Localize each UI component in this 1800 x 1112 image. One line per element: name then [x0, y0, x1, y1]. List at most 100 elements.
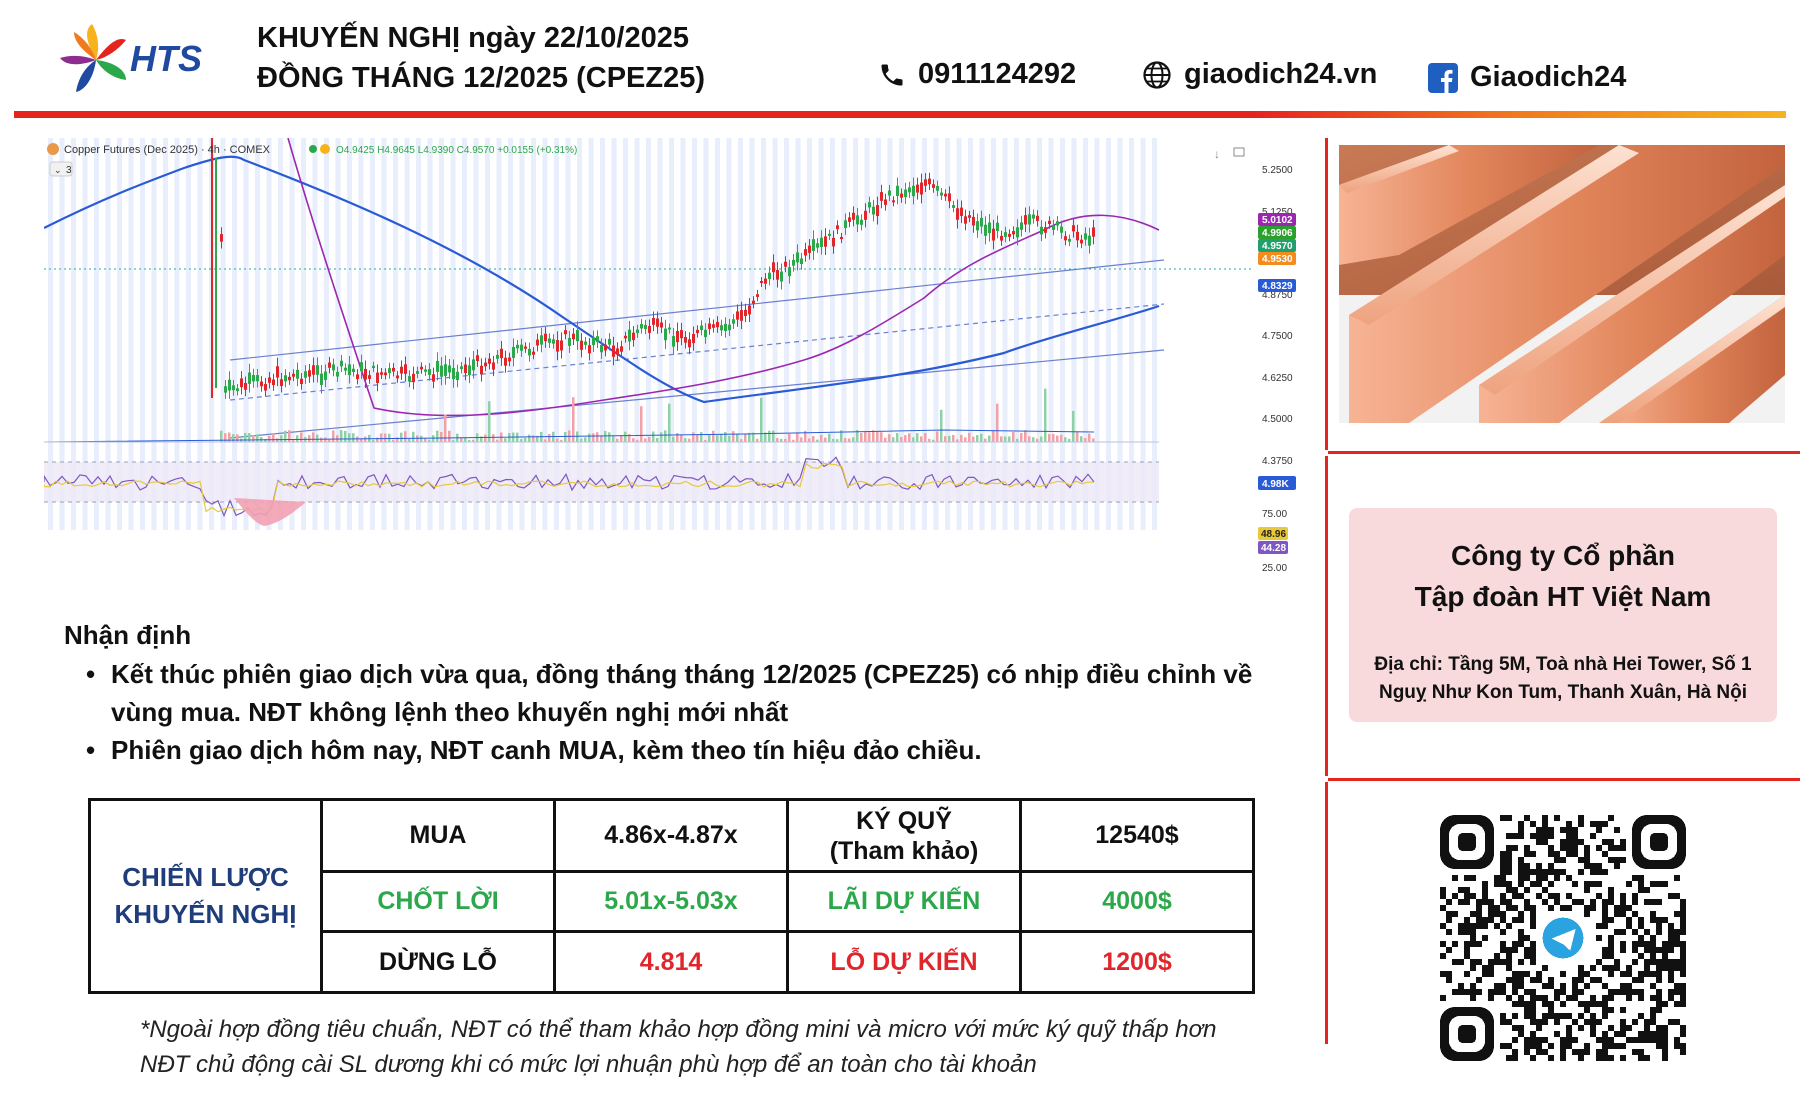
candle-body	[844, 220, 847, 229]
volume-bar	[296, 435, 299, 442]
qr-module	[1668, 971, 1674, 977]
qr-module	[1500, 1043, 1506, 1049]
session-stripe	[772, 138, 778, 530]
facebook-contact[interactable]: Giaodich24	[1428, 61, 1626, 94]
qr-module	[1554, 1031, 1560, 1037]
volume-bar	[436, 430, 439, 442]
volume-bar	[424, 438, 427, 442]
qr-module	[1512, 971, 1518, 977]
session-stripe	[956, 138, 962, 530]
qr-module	[1662, 965, 1668, 971]
volume-bar	[644, 438, 647, 442]
margin-label: KÝ QUỸ	[856, 806, 952, 835]
qr-module	[1674, 941, 1680, 947]
qr-module	[1536, 977, 1542, 983]
volume-bar	[616, 438, 619, 442]
price-chart[interactable]: Copper Futures (Dec 2025) · 4h · COMEX O…	[43, 137, 1306, 593]
stop-loss-value: 4.814	[553, 930, 789, 994]
strategy-table: CHIẾN LƯỢC KHUYẾN NGHỊ MUA 4.86x-4.87x K…	[88, 798, 1255, 994]
session-stripe	[531, 138, 536, 530]
candle-body	[556, 340, 559, 352]
qr-module	[1578, 965, 1584, 971]
qr-module	[1638, 1055, 1644, 1061]
qr-module	[1512, 905, 1518, 911]
session-stripe	[416, 138, 421, 530]
candle-body	[808, 245, 811, 253]
volume-bar	[744, 433, 747, 442]
qr-module	[1596, 1049, 1602, 1055]
qr-module	[1500, 983, 1506, 989]
volume-bar	[320, 437, 323, 442]
candle-body	[1028, 214, 1031, 225]
qr-module	[1578, 857, 1584, 863]
qr-module	[1524, 1043, 1530, 1049]
qr-module	[1536, 875, 1542, 881]
volume-bar	[1092, 438, 1095, 442]
session-stripe	[140, 138, 145, 530]
price-badge: 4.8329	[1262, 281, 1293, 292]
volume-bar	[1048, 434, 1051, 442]
qr-module	[1656, 971, 1662, 977]
qr-module	[1518, 1001, 1524, 1007]
qr-module	[1518, 863, 1524, 869]
volume-bar	[936, 431, 939, 442]
candle-body	[392, 367, 395, 372]
qr-module	[1458, 887, 1464, 893]
qr-module	[1608, 971, 1614, 977]
qr-module	[1596, 845, 1602, 851]
qr-module	[1452, 911, 1458, 917]
qr-module	[1680, 965, 1686, 971]
company-name-line2: Tập đoàn HT Việt Nam	[1414, 581, 1712, 612]
volume-bar	[984, 438, 987, 442]
qr-module	[1656, 965, 1662, 971]
qr-module	[1644, 1031, 1650, 1037]
volume-bar	[704, 439, 707, 442]
qr-module	[1518, 983, 1524, 989]
qr-module	[1578, 1001, 1584, 1007]
qr-module	[1584, 1007, 1590, 1013]
price-tick: 5.1250	[1262, 207, 1293, 218]
qr-module	[1662, 1037, 1668, 1043]
price-badge: 4.9530	[1262, 254, 1293, 265]
qr-module	[1638, 989, 1644, 995]
candle-body	[1084, 233, 1087, 240]
qr-module	[1602, 869, 1608, 875]
qr-module	[1530, 1001, 1536, 1007]
qr-module	[1542, 965, 1548, 971]
qr-module	[1446, 917, 1452, 923]
session-stripe	[807, 138, 812, 530]
candle-body	[664, 328, 667, 341]
facebook-link: Giaodich24	[1470, 61, 1627, 93]
qr-module	[1596, 821, 1602, 827]
qr-module	[1656, 947, 1662, 953]
candle-body	[860, 219, 863, 225]
telegram-qr-code[interactable]	[1440, 815, 1686, 1061]
qr-module	[1512, 1037, 1518, 1043]
qr-module	[1488, 905, 1494, 911]
rsi-badge-purple-bg	[1258, 541, 1288, 554]
qr-module	[1476, 899, 1482, 905]
qr-module	[1608, 1055, 1614, 1061]
qr-module	[1482, 899, 1488, 905]
volume-bar	[668, 403, 671, 442]
phone-contact[interactable]: 0911124292	[878, 58, 1076, 91]
volume-bar	[836, 439, 839, 442]
candle-body	[900, 193, 903, 198]
session-stripe	[1106, 138, 1111, 530]
volume-bar	[404, 431, 407, 442]
qr-module	[1506, 1043, 1512, 1049]
qr-module	[1524, 851, 1530, 857]
candle-body	[504, 357, 507, 366]
website-contact[interactable]: giaodich24.vn	[1142, 58, 1377, 91]
volume-bar	[868, 432, 871, 442]
qr-module	[1584, 983, 1590, 989]
qr-module	[1500, 869, 1506, 875]
volume-bar	[492, 434, 495, 442]
candle-body	[996, 222, 999, 232]
volume-bar	[528, 434, 531, 442]
qr-module	[1560, 1043, 1566, 1049]
candle-body	[360, 362, 363, 372]
qr-module	[1560, 1055, 1566, 1061]
qr-module	[1662, 1043, 1668, 1049]
qr-module	[1512, 845, 1518, 851]
